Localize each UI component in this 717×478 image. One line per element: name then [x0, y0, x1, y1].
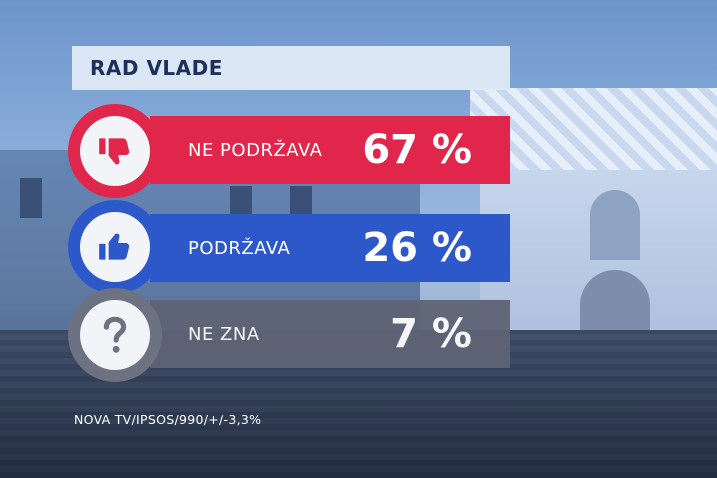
church-window — [590, 190, 640, 260]
thumbs-up-badge — [68, 200, 162, 294]
background-window — [20, 178, 42, 218]
bar-label: NE ZNA — [188, 323, 260, 345]
bar-label: PODRŽAVA — [188, 237, 291, 259]
bar-ne-podrzava: NE PODRŽAVA 67 % — [150, 116, 510, 184]
bar-value: 7 % — [390, 311, 472, 357]
bar-ne-zna: NE ZNA 7 % — [150, 300, 510, 368]
bar-value: 67 % — [362, 127, 472, 173]
thumbs-down-badge — [68, 104, 162, 198]
church-roof — [470, 88, 717, 178]
thumbs-up-icon — [99, 233, 130, 260]
thumbs-down-icon — [99, 138, 130, 165]
source-note: NOVA TV/IPSOS/990/+/-3,3% — [74, 412, 262, 427]
bar-label: NE PODRŽAVA — [188, 139, 323, 161]
bar-podrzava: PODRŽAVA 26 % — [150, 214, 510, 282]
chart-title: RAD VLADE — [90, 56, 223, 80]
title-box: RAD VLADE — [72, 46, 510, 90]
question-mark-icon — [103, 316, 127, 353]
bar-value: 26 % — [362, 225, 472, 271]
question-badge — [68, 288, 162, 382]
